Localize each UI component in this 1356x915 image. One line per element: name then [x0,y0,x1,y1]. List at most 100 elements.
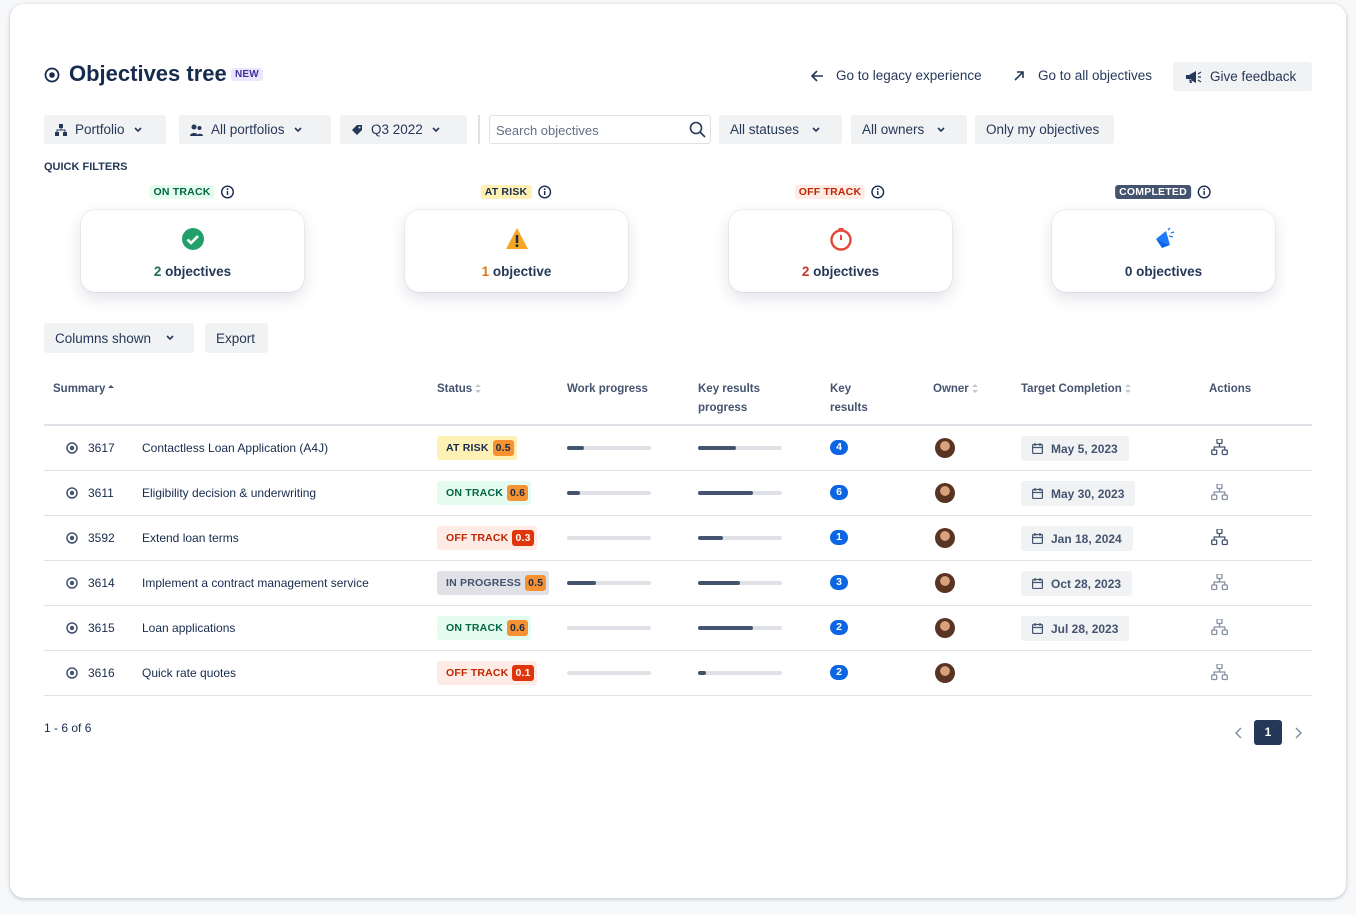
feedback-button[interactable]: Give feedback [1173,62,1312,91]
quick-filter-card[interactable]: 1 objective [405,210,628,292]
icon-part [197,125,202,130]
back-arrow-icon [810,70,823,82]
row-divider [44,515,1312,516]
search-input[interactable]: Search objectives [489,115,711,144]
progress-track [567,671,651,675]
hierarchy-action[interactable] [1211,664,1228,681]
prev-page[interactable] [1234,726,1244,740]
target-date-label: May 30, 2023 [1051,486,1125,501]
all-objectives-link[interactable]: Go to all objectives [1038,68,1153,83]
status-pill: ON TRACK 0.6 [437,481,532,505]
hierarchy-action[interactable] [1211,529,1228,546]
status-icon [506,228,528,249]
progress-track [698,581,782,585]
objective-icon [66,622,78,634]
status-filter[interactable]: All statuses [719,115,842,144]
progress-track [698,671,782,675]
progress-fill [567,491,580,495]
info-icon [537,185,551,199]
objective-id: 3616 [88,666,115,680]
quick-filter-count: 1 objective [405,264,628,279]
icon-part [1211,629,1218,636]
icon-part [543,188,546,191]
owners-label: All owners [862,122,925,137]
icon-part [871,185,885,199]
objective-summary[interactable]: Contactless Loan Application (A4J) [142,441,329,455]
export-button[interactable]: Export [205,323,268,353]
objective-icon [66,487,78,499]
columns-label: Columns shown [55,330,152,346]
column-header[interactable]: Summary [53,380,173,399]
target-date: May 30, 2023 [1021,481,1136,506]
objective-id: 3592 [88,531,115,545]
owner-avatar [935,483,955,503]
progress-track [567,626,651,630]
people-icon [190,124,203,136]
chevron-icon [166,335,174,341]
progress-track [698,446,782,450]
objective-icon [66,577,78,589]
quick-filter-count: 2 objectives [81,264,304,279]
columns-button[interactable]: Columns shown [44,323,194,353]
objective-summary[interactable]: Implement a contract management service [142,576,369,590]
icon-part [537,185,551,199]
progress-fill [567,446,584,450]
period-filter[interactable]: Q3 2022 [340,115,467,144]
column-header[interactable]: Status [437,380,517,399]
progress-track [698,536,782,540]
icon-part [1197,71,1202,82]
objective-summary[interactable]: Loan applications [142,621,236,635]
status-score: 0.5 [525,575,547,591]
objective-summary[interactable]: Quick rate quotes [142,666,237,680]
status-label: ON TRACK [446,487,504,499]
portfolios-filter[interactable]: All portfolios [179,115,331,144]
objective-summary[interactable]: Eligibility decision & underwriting [142,486,317,500]
quick-filter-count: 0 objectives [1052,264,1275,279]
count-number: 2 [153,264,162,279]
icon-part [689,121,703,135]
quick-filter-card[interactable]: 2 objectives [729,210,952,292]
status-icon [1156,227,1175,248]
portfolio-filter[interactable]: Portfolio [44,115,166,144]
progress-track [567,536,651,540]
column-header[interactable]: Target Completion [1021,380,1161,399]
objective-id: 3617 [88,441,115,455]
icon-part [1186,70,1196,83]
progress-track [567,491,651,495]
quick-filter-card[interactable]: 2 objectives [81,210,304,292]
next-page[interactable] [1293,726,1303,740]
objective-summary[interactable]: Extend loan terms [142,531,239,545]
hierarchy-action[interactable] [1211,619,1228,636]
icon-part [69,625,75,631]
status-pill: IN PROGRESS 0.5 [437,571,550,595]
objective-id: 3611 [88,486,114,500]
icon-part [66,532,78,544]
progress-fill [567,581,597,585]
sort-icon [971,384,978,393]
hierarchy-action[interactable] [1211,574,1228,591]
hierarchy-icon [55,123,67,136]
icon-part [1202,188,1205,191]
icon-part [133,126,142,132]
icon-part [69,670,75,676]
column-header[interactable]: Owner [933,380,993,399]
owner-filter[interactable]: All owners [851,115,967,144]
current-page[interactable]: 1 [1254,720,1282,745]
target-date: Oct 28, 2023 [1021,571,1133,596]
count-unit: objectives [813,264,880,279]
status-lozenge: ON TRACK [149,185,215,199]
only-mine-filter[interactable]: Only my objectives [975,115,1114,144]
icon-part [66,622,78,634]
icon-part [59,123,63,128]
owner-avatar [935,618,955,638]
icon-part [1032,488,1043,494]
hierarchy-action[interactable] [1211,439,1228,456]
quick-filter-card[interactable]: 0 objectives [1052,210,1275,292]
key-results-count: 2 [830,665,848,680]
status-score: 0.6 [507,620,529,636]
hierarchy-action[interactable] [1211,484,1228,501]
legacy-link[interactable]: Go to legacy experience [836,68,982,83]
column-header: Key results progress [698,383,761,414]
icon-part [108,385,115,388]
tag-icon [352,124,362,135]
